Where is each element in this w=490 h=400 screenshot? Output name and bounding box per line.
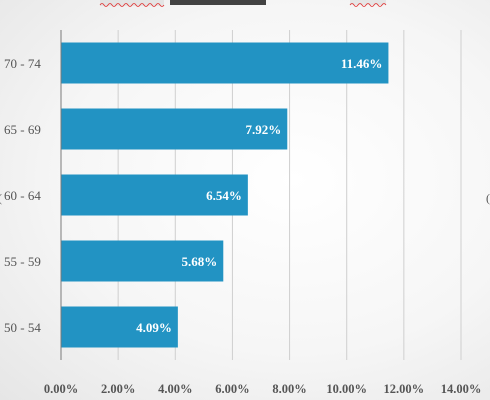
category-label: 50 - 54 [4, 320, 41, 335]
category-label: 60 - 64 [4, 188, 41, 203]
bar [61, 306, 178, 348]
category-label: 55 - 59 [4, 254, 41, 269]
bars: 11.46% 7.92% 6.54% 5.68% 4.09% [61, 42, 389, 348]
edge-artifact: ( [486, 191, 490, 205]
gridlines [117, 30, 462, 360]
category-label: 65 - 69 [4, 122, 41, 137]
bar-value-label: 5.68% [182, 254, 218, 269]
x-tick-label: 2.00% [101, 382, 135, 396]
bar [61, 42, 389, 84]
x-tick-label: 10.00% [326, 382, 367, 396]
bar-value-label: 4.09% [136, 320, 172, 335]
bar-value-label: 6.54% [206, 188, 242, 203]
x-tick-labels: 0.00% 2.00% 4.00% 6.00% 8.00% 10.00% 12.00% 14.… [44, 382, 482, 396]
cut-off-title [99, 0, 387, 7]
edge-artifact: ( [0, 191, 2, 205]
category-label: 70 - 74 [4, 56, 41, 71]
x-tick-label: 14.00% [441, 382, 482, 396]
x-tick-label: 4.00% [158, 382, 192, 396]
bar [61, 108, 288, 150]
x-tick-label: 12.00% [384, 382, 425, 396]
bar [61, 240, 224, 282]
x-tick-label: 6.00% [215, 382, 249, 396]
bar-value-label: 7.92% [246, 122, 282, 137]
bar-value-label: 11.46% [341, 56, 383, 71]
x-tick-label: 8.00% [272, 382, 306, 396]
category-labels: 70 - 74 65 - 69 60 - 64 55 - 59 50 - 54 [4, 56, 41, 335]
bar [61, 174, 248, 216]
x-tick-label: 0.00% [44, 382, 78, 396]
